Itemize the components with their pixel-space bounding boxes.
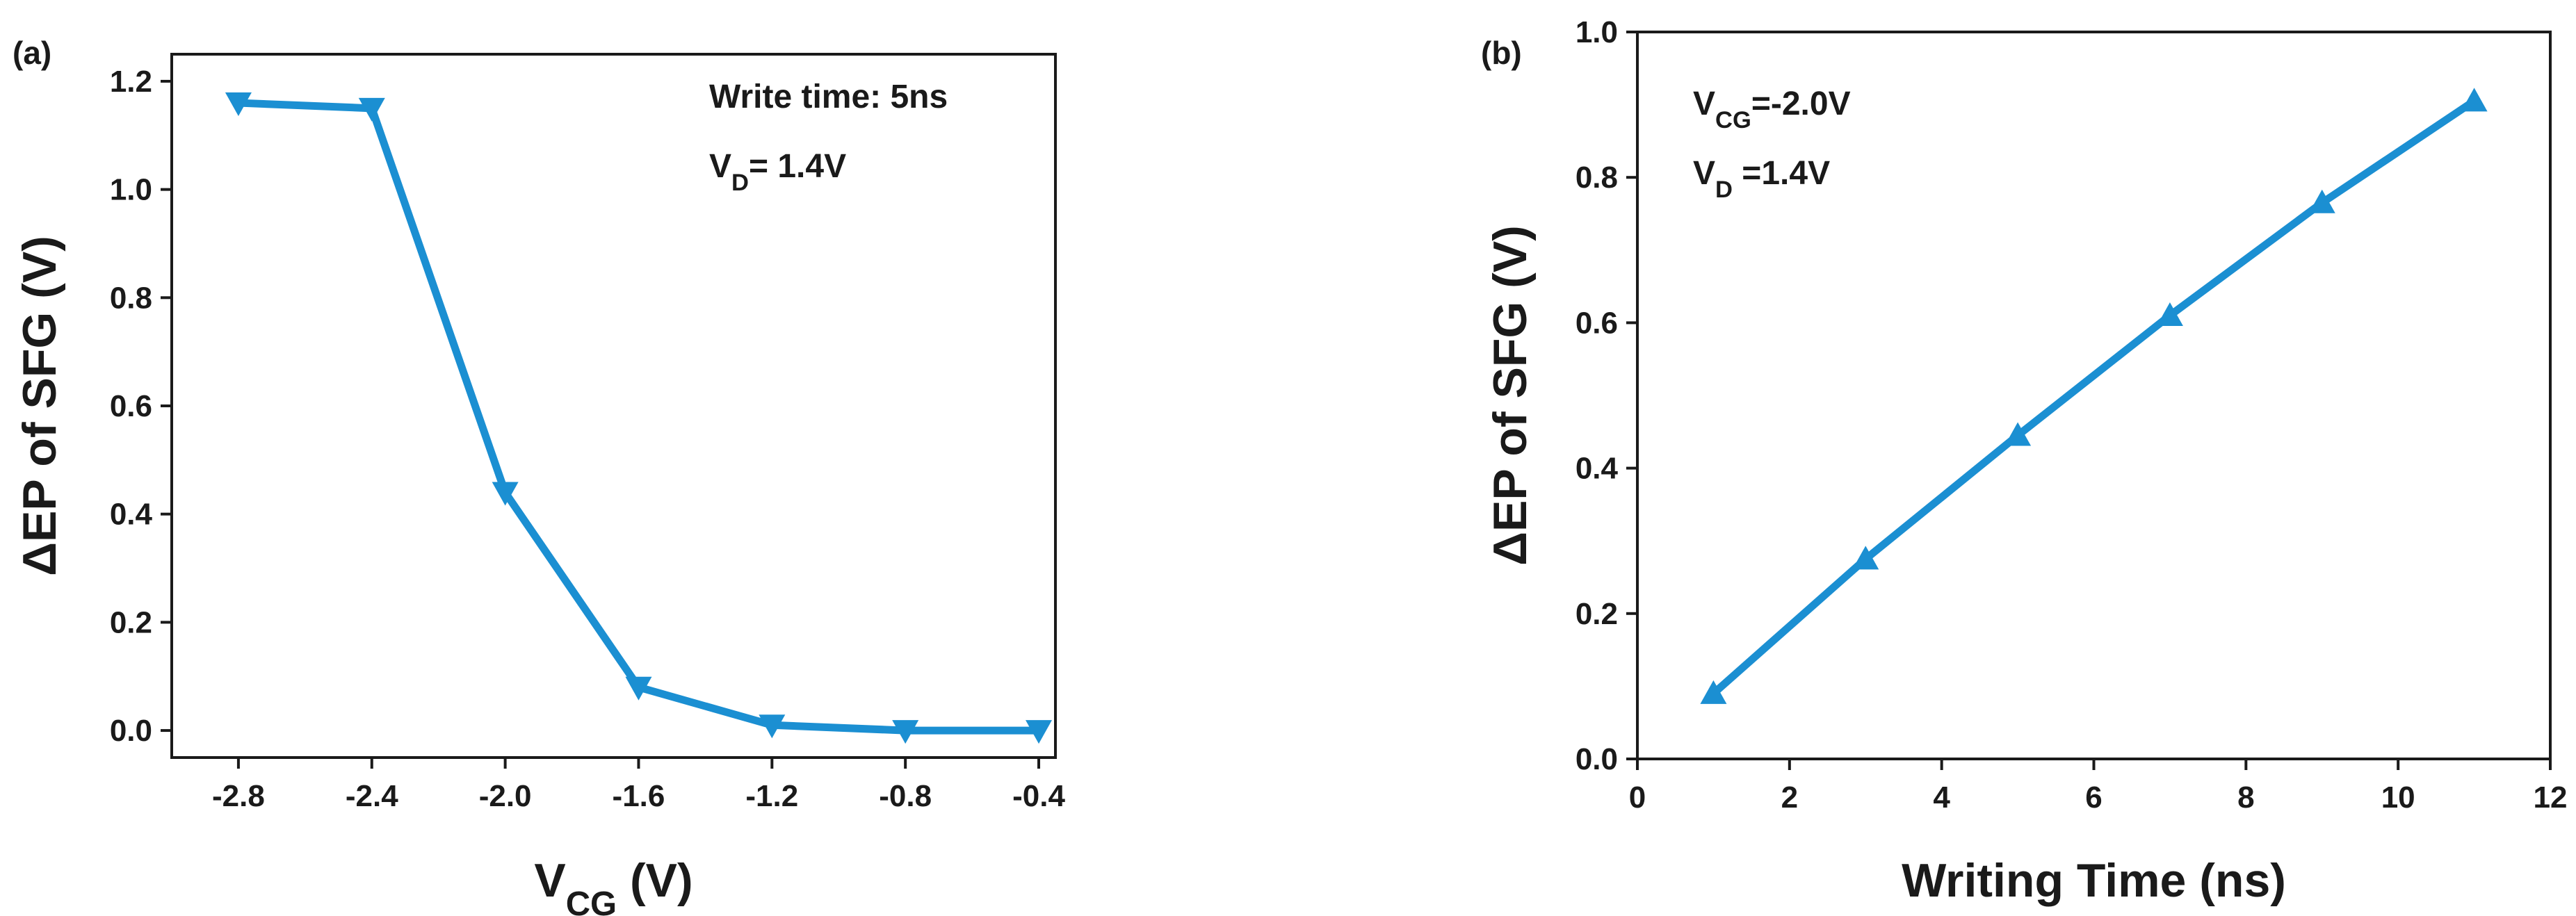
panel-b-y-axis-label: ΔEP of SFG (V) [1484,225,1537,566]
panel-a-x-tick-label: -2.4 [346,779,398,813]
panel-a-data-point [225,92,252,117]
panel-a-annotation: Write time: 5ns [709,79,948,115]
panel-b-x-axis-label-main: Writing Time (ns) [1902,854,2286,907]
panel-a-annotation-rest: = 1.4V [749,148,846,185]
panel-a-annotation-main: V [709,148,731,185]
panel-a-y-axis-label: ΔEP of SFG (V) [13,236,66,576]
panel-b-annotation-main: V [1693,155,1715,192]
panel-a-annotation: VD= 1.4V [709,148,846,196]
panel-b-x-tick-label: 0 [1629,780,1646,815]
panel-b-annotation-sub: D [1715,177,1733,203]
panel-a-x-axis-label-rest: (V) [617,854,693,907]
panel-a-data-point [358,97,385,122]
panel-a: -2.8 -2.4 -2.0 -1.6 -1.2 -0.8 -0.4 0.0 0.2 0.4 0.6… [13,35,1065,916]
panel-b-y-tick-label: 1.0 [1575,15,1618,49]
panel-a-y-tick-label: 1.0 [110,173,152,207]
panel-a-y-tick-label: 0.0 [110,714,152,748]
panel-b: 0 2 4 6 8 10 120.00.20.40.60.81.0(b)VCG=-2.0VV… [1481,15,2567,907]
panel-a-x-tick-label: -2.8 [212,779,265,813]
panel-a-y-tick-label: 0.6 [110,389,152,423]
panel-a-data-point [892,720,919,744]
panel-b-x-tick-label: 10 [2381,780,2415,815]
panel-a-panel-label: (a) [13,35,51,71]
panel-b-y-tick-label: 0.2 [1575,597,1618,631]
panel-a-series-line [234,99,1043,735]
panel-b-series-line [1709,97,2479,698]
panel-a-data-point [492,482,519,506]
panel-b-annotation: VCG=-2.0V [1693,85,1851,133]
panel-a-y-tick-label: 1.2 [110,65,152,99]
panel-b-data-point [1852,546,1879,570]
panel-a-x-tick-label: -0.4 [1012,779,1065,813]
panel-a-y-tick-label: 0.8 [110,281,152,315]
panel-a-annotation-sub: D [731,170,749,196]
panel-b-x-tick-label: 4 [1933,780,1950,815]
panel-b-x-tick-label: 2 [1781,780,1798,815]
panel-b-panel-label: (b) [1481,35,1522,71]
panel-b-annotation: VD =1.4V [1693,155,1830,203]
panel-b-y-tick-label: 0.0 [1575,742,1618,776]
panel-a-x-axis-label: VCG (V) [534,854,692,916]
panel-b-annotation-sub: CG [1715,107,1751,133]
panel-a-x-axis-label-sub: CG [566,885,617,916]
panel-a-data-point [1026,720,1053,744]
panel-b-x-axis-label: Writing Time (ns) [1902,854,2286,907]
panel-a-data-point [625,676,652,701]
panel-b-data-point [1700,680,1727,704]
panel-b-y-tick-label: 0.8 [1575,161,1618,195]
panel-a-x-axis-label-main: V [534,854,565,907]
panel-b-data-point [2156,302,2183,326]
panel-b-x-tick-label: 12 [2534,780,2568,815]
panel-b-data-point [2461,88,2488,112]
panel-a-data-point [759,714,786,739]
panel-b-annotation-main: V [1693,85,1715,122]
panel-b-data-point [2308,189,2335,213]
panel-b-x-tick-label: 8 [2237,780,2254,815]
panel-b-x-tick-label: 6 [2085,780,2102,815]
panel-b-annotation-rest: =1.4V [1733,155,1830,192]
panel-a-x-tick-label: -2.0 [479,779,532,813]
panel-b-annotation-rest: =-2.0V [1751,85,1851,122]
panel-a-x-tick-label: -0.8 [879,779,932,813]
panel-a-y-tick-label: 0.2 [110,605,152,639]
panel-a-x-tick-label: -1.2 [745,779,798,813]
panel-a-annotation-main: Write time: 5ns [709,79,948,115]
panel-b-data-point [2004,422,2032,446]
panel-b-y-tick-label: 0.6 [1575,306,1618,340]
panel-a-x-tick-label: -1.6 [613,779,665,813]
panel-b-y-tick-label: 0.4 [1575,452,1619,486]
panel-a-y-tick-label: 0.4 [110,498,153,532]
